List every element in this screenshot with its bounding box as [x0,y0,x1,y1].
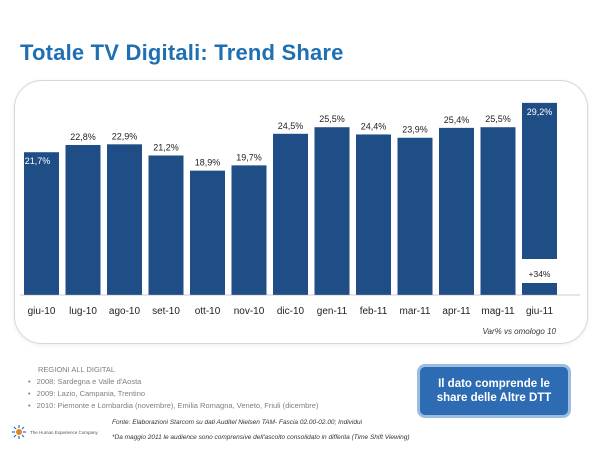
category-label: mar-11 [400,306,431,317]
bar [65,144,101,295]
value-label: 22,8% [70,132,96,142]
callout-line: share delle Altre DTT [436,392,552,404]
bar-base [522,283,557,295]
category-label: apr-11 [442,306,471,317]
logo-text: The Human Experience Company [30,429,98,435]
category-label: giu-10 [28,306,56,317]
category-label: nov-10 [234,306,265,317]
category-label: lug-10 [69,306,97,317]
category-label: ago-10 [109,306,141,317]
bar [148,155,184,295]
regions-list: 2008: Sardegna e Valle d'Aosta 2009: Laz… [28,376,319,412]
value-label: 29,2% [527,107,553,117]
value-label: 24,4% [361,121,387,131]
regions-heading: REGIONI ALL DIGITAL [38,365,116,374]
bar [24,152,59,295]
value-label: 22,9% [112,131,138,141]
value-label: 25,5% [485,114,511,124]
regions-box: REGIONI ALL DIGITAL 2008: Sardegna e Val… [28,364,319,412]
regions-item: 2008: Sardegna e Valle d'Aosta [28,376,318,388]
page-title: Totale TV Digitali: Trend Share [20,40,344,65]
regions-item: 2009: Lazio, Campania, Trentino [28,388,318,400]
variation-note: Var% vs omologo 10 [482,327,556,336]
bar [231,165,267,295]
value-label: 21,7% [25,156,51,166]
value-label: 23,9% [402,125,428,135]
sun-logo-icon [12,425,26,439]
company-logo: The Human Experience Company [12,425,98,439]
callout-box: Il dato comprende le share delle Altre D… [417,364,571,418]
value-label: 19,7% [236,152,262,162]
bar [397,137,433,295]
callout-line: Il dato comprende le [438,378,550,390]
value-label: 18,9% [195,158,221,168]
annotation-label: +34% [529,269,551,279]
category-label: set-10 [152,306,180,317]
regions-item: 2010: Piemonte e Lombardia (novembre), E… [28,400,319,412]
source-note: Fonte: Elaborazioni Starcom su dati Audi… [112,419,363,426]
bar [273,133,308,295]
bar [314,127,350,296]
category-label: gen-11 [317,306,348,317]
footnote: *Da maggio 2011 le audience sono compren… [112,434,410,441]
bar [107,144,142,295]
category-label: ott-10 [195,306,221,317]
category-label: dic-10 [277,306,305,317]
category-label: mag-11 [481,306,515,317]
bar [439,127,474,295]
category-label: giu-11 [526,306,553,317]
value-label: 24,5% [278,121,304,131]
value-label: 25,4% [444,115,470,125]
value-label: 25,5% [319,114,345,124]
bar [190,170,225,295]
bar [522,102,557,259]
value-label: 21,2% [153,143,179,153]
category-label: feb-11 [360,306,388,317]
bar [356,134,391,295]
bar [480,127,516,296]
